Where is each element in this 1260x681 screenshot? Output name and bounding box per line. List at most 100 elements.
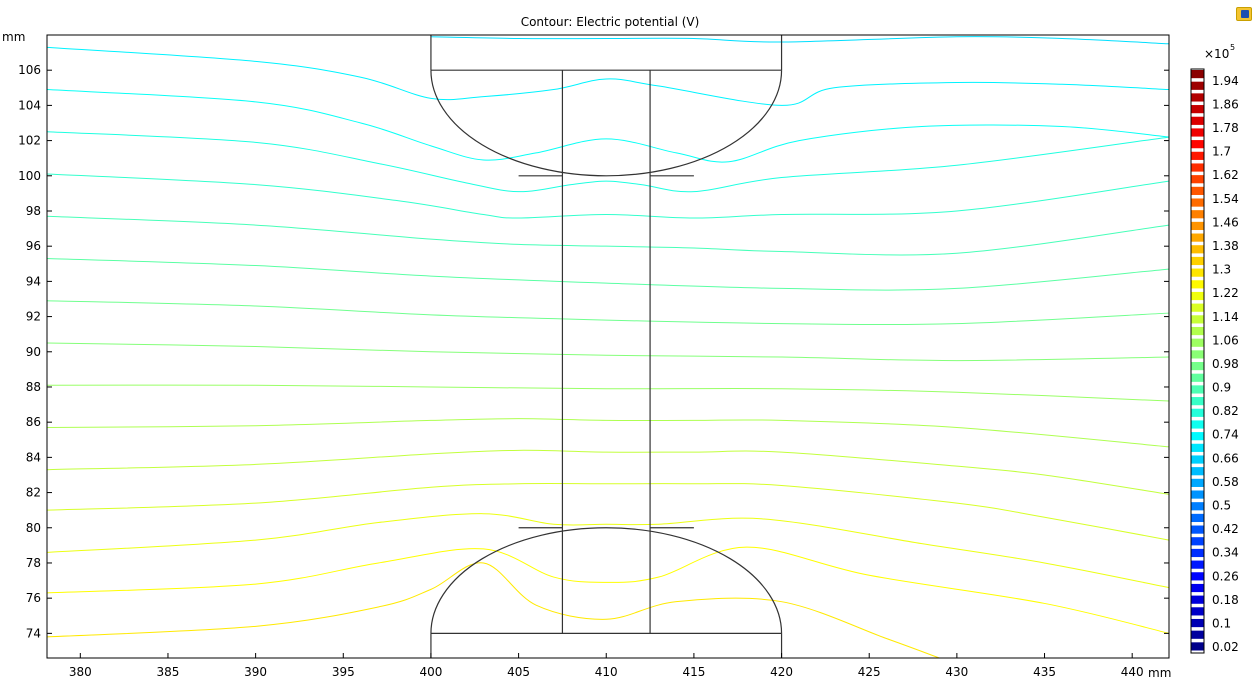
x-tick-label: 405 bbox=[507, 665, 530, 679]
x-tick-label: 440 bbox=[1121, 665, 1144, 679]
colorbar-band bbox=[1191, 420, 1204, 429]
colorbar-tick-label: 0.26 bbox=[1212, 569, 1239, 583]
colorbar-band bbox=[1191, 140, 1204, 149]
colorbar-tick-label: 1.62 bbox=[1212, 168, 1239, 182]
x-tick-label: 425 bbox=[858, 665, 881, 679]
y-tick-label: 90 bbox=[26, 345, 41, 359]
y-tick-label: 80 bbox=[26, 521, 41, 535]
bottom-electrode-dome bbox=[430, 527, 783, 634]
colorbar-band bbox=[1191, 315, 1204, 324]
colorbar-tick-label: 0.18 bbox=[1212, 593, 1239, 607]
colorbar-tick-label: 0.34 bbox=[1212, 546, 1239, 560]
y-tick-label: 94 bbox=[26, 274, 41, 288]
y-tick-label: 100 bbox=[18, 169, 41, 183]
colorbar-tick-label: 0.5 bbox=[1212, 499, 1231, 513]
contour-line-2 bbox=[46, 513, 1170, 589]
x-tick-label: 420 bbox=[770, 665, 793, 679]
x-tick-label: 380 bbox=[69, 665, 92, 679]
colorbar: 1.94 1.86 1.78 1.7 1.62 1.54 1.46 1.38 1.3 1.22 1.… bbox=[1190, 68, 1239, 654]
contour-line-0 bbox=[46, 562, 940, 659]
colorbar-band bbox=[1191, 385, 1204, 394]
x-tick-label: 395 bbox=[332, 665, 355, 679]
colorbar-band bbox=[1191, 595, 1204, 604]
colorbar-band bbox=[1191, 163, 1204, 172]
y-tick-label: 102 bbox=[18, 134, 41, 148]
colorbar-band bbox=[1191, 186, 1204, 195]
colorbar-band bbox=[1191, 210, 1204, 219]
plot-frame bbox=[46, 34, 1170, 659]
colorbar-band bbox=[1191, 128, 1204, 137]
y-tick-label: 104 bbox=[18, 98, 41, 112]
x-tick-label: 430 bbox=[945, 665, 968, 679]
colorbar-tick-label: 1.86 bbox=[1212, 97, 1239, 111]
y-tick-label: 82 bbox=[26, 486, 41, 500]
contour-line-1 bbox=[46, 546, 1170, 634]
colorbar-band bbox=[1191, 326, 1204, 336]
colorbar-tick-label: 1.94 bbox=[1212, 74, 1239, 88]
colorbar-tick-label: 1.46 bbox=[1212, 215, 1239, 229]
colorbar-tick-label: 0.02 bbox=[1212, 640, 1239, 654]
window-toggle-icon[interactable] bbox=[1236, 7, 1252, 21]
colorbar-band bbox=[1191, 397, 1204, 406]
colorbar-tick-label: 1.7 bbox=[1212, 145, 1231, 159]
colorbar-band bbox=[1191, 81, 1204, 90]
colorbar-band bbox=[1191, 513, 1204, 523]
y-axis-ticks: 74 76 78 80 82 84 86 88 90 92 94 96 98 100 102 104 106 bbox=[18, 63, 1169, 640]
colorbar-band bbox=[1191, 350, 1204, 359]
colorbar-tick-label: 0.74 bbox=[1212, 428, 1239, 442]
contour-line-8 bbox=[46, 300, 1170, 326]
colorbar-tick-label: 1.3 bbox=[1212, 263, 1231, 277]
contour-line-9 bbox=[46, 258, 1170, 291]
x-tick-label: 435 bbox=[1033, 665, 1056, 679]
colorbar-tick-label: 1.78 bbox=[1212, 121, 1239, 135]
colorbar-tick-label: 0.58 bbox=[1212, 475, 1239, 489]
x-axis-unit: mm bbox=[1148, 666, 1171, 680]
colorbar-band bbox=[1191, 70, 1204, 79]
electrode-geometry bbox=[430, 35, 783, 658]
colorbar-band bbox=[1191, 373, 1204, 382]
colorbar-band bbox=[1191, 583, 1204, 593]
x-tick-label: 410 bbox=[595, 665, 618, 679]
colorbar-tick-label: 0.42 bbox=[1212, 522, 1239, 536]
colorbar-band bbox=[1191, 490, 1204, 499]
x-tick-label: 390 bbox=[244, 665, 267, 679]
x-tick-label: 400 bbox=[419, 665, 442, 679]
contour-line-14 bbox=[46, 46, 1170, 106]
y-tick-label: 76 bbox=[26, 591, 41, 605]
y-tick-label: 78 bbox=[26, 556, 41, 570]
colorbar-band bbox=[1191, 198, 1204, 207]
colorbar-band bbox=[1191, 303, 1204, 312]
colorbar-band bbox=[1191, 630, 1204, 639]
colorbar-frame bbox=[1190, 68, 1205, 654]
colorbar-tick-label: 0.82 bbox=[1212, 404, 1239, 418]
colorbar-band bbox=[1191, 525, 1204, 534]
colorbar-tick-label: 1.14 bbox=[1212, 310, 1239, 324]
y-tick-label: 88 bbox=[26, 380, 41, 394]
contour-lines-group bbox=[46, 36, 1170, 659]
colorbar-band bbox=[1191, 256, 1204, 266]
colorbar-tick-label: 1.54 bbox=[1212, 192, 1239, 206]
colorbar-band bbox=[1191, 642, 1204, 651]
colorbar-band bbox=[1191, 467, 1204, 476]
contour-line-11 bbox=[46, 173, 1170, 219]
colorbar-band bbox=[1191, 93, 1204, 102]
colorbar-band bbox=[1191, 362, 1204, 371]
colorbar-tick-label: 0.98 bbox=[1212, 357, 1239, 371]
contour-line-13 bbox=[46, 89, 1170, 163]
x-axis-ticks: 380 385 390 395 400 405 410 415 420 425 430 435 440 bbox=[69, 653, 1144, 679]
colorbar-band bbox=[1191, 151, 1204, 160]
colorbar-exponent: 5 bbox=[1230, 43, 1235, 52]
colorbar-band bbox=[1191, 233, 1204, 242]
y-tick-label: 84 bbox=[26, 450, 41, 464]
colorbar-band bbox=[1191, 245, 1204, 254]
contour-line-7 bbox=[46, 342, 1170, 362]
x-tick-label: 415 bbox=[682, 665, 705, 679]
top-electrode-dome bbox=[430, 70, 783, 177]
y-axis-unit: mm bbox=[2, 30, 25, 44]
colorbar-band bbox=[1191, 502, 1204, 511]
y-tick-label: 92 bbox=[26, 310, 41, 324]
contour-line-3 bbox=[46, 483, 1170, 541]
y-tick-label: 96 bbox=[26, 239, 41, 253]
colorbar-band bbox=[1191, 268, 1204, 277]
colorbar-band bbox=[1191, 338, 1204, 347]
